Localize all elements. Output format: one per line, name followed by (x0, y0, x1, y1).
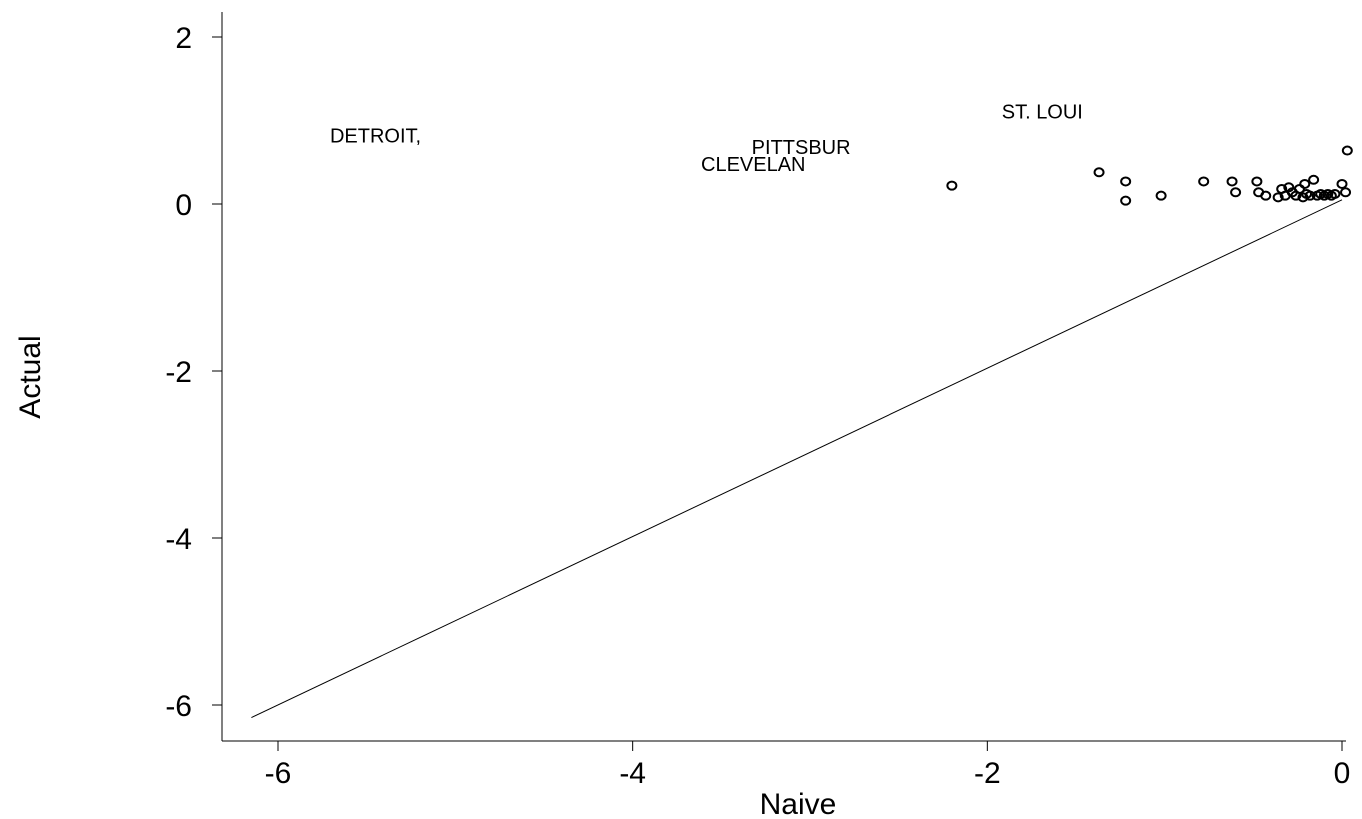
data-point (1251, 176, 1263, 187)
point-label: CLEVELAN (701, 154, 806, 176)
data-point (1120, 176, 1132, 187)
y-axis-title: Actual (14, 335, 47, 418)
data-point (1198, 176, 1210, 187)
data-point (1336, 178, 1348, 189)
data-point (1155, 190, 1167, 201)
y-axis-ticks: -6 -4 -2 0 2 (165, 22, 222, 723)
x-tick-label: -2 (974, 757, 1001, 790)
data-point (1260, 190, 1272, 201)
data-point (1340, 187, 1352, 198)
data-point (1329, 188, 1341, 199)
data-point (946, 180, 958, 191)
y-tick-label: -2 (165, 356, 192, 389)
x-tick-label: 0 (1334, 757, 1351, 790)
y-tick-label: -6 (165, 690, 192, 723)
y-tick-label: 2 (175, 22, 192, 55)
data-point (1226, 176, 1238, 187)
x-axis-title: Naive (760, 788, 837, 819)
reference-line (251, 199, 1343, 718)
point-label: PITTSBUR (752, 137, 851, 159)
data-point (1308, 174, 1320, 185)
data-point (1341, 145, 1353, 156)
data-point (1272, 192, 1284, 203)
y-tick-label: 0 (175, 189, 192, 222)
x-tick-label: -4 (619, 757, 646, 790)
data-point (1299, 178, 1311, 189)
data-point (1093, 167, 1105, 178)
y-tick-label: -4 (165, 523, 192, 556)
data-point (1230, 187, 1242, 198)
data-point (1120, 195, 1132, 206)
x-tick-label: -6 (265, 757, 292, 790)
point-label: ST. LOUI (1002, 101, 1083, 123)
data-point (1304, 190, 1316, 201)
axes (221, 12, 1346, 742)
x-axis-ticks: -6 -4 -2 0 (265, 741, 1351, 790)
point-label: DETROIT, (330, 126, 421, 148)
data-points (946, 145, 1353, 206)
